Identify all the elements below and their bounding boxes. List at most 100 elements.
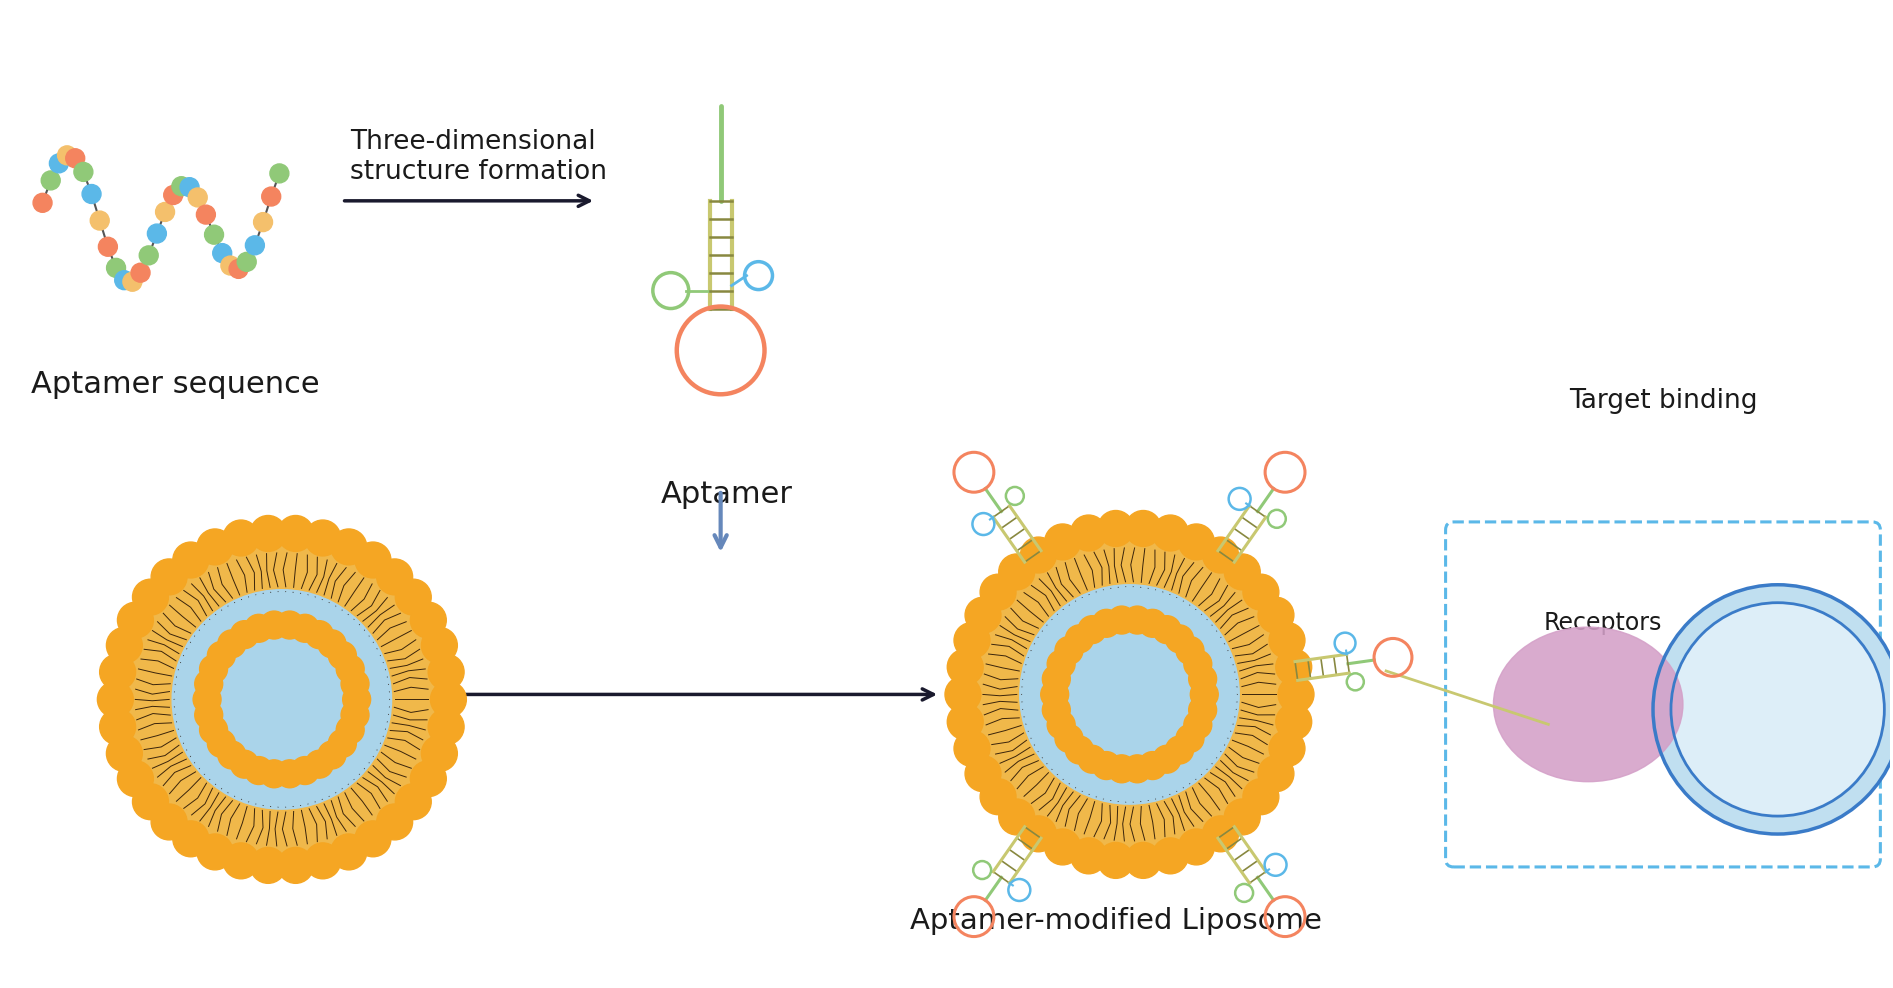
Circle shape: [954, 730, 990, 767]
Circle shape: [1054, 724, 1083, 752]
Circle shape: [276, 612, 303, 639]
Circle shape: [428, 654, 464, 690]
Circle shape: [187, 188, 206, 206]
Circle shape: [244, 615, 273, 642]
Circle shape: [172, 542, 208, 578]
Circle shape: [981, 779, 1017, 815]
Circle shape: [331, 834, 367, 869]
Circle shape: [172, 821, 208, 857]
Circle shape: [106, 259, 125, 278]
Circle shape: [960, 524, 1300, 864]
Circle shape: [1071, 838, 1107, 873]
Circle shape: [1153, 616, 1181, 643]
Circle shape: [396, 579, 432, 616]
Circle shape: [411, 761, 447, 796]
Circle shape: [318, 741, 346, 769]
Circle shape: [1179, 524, 1213, 560]
Circle shape: [337, 655, 363, 683]
Circle shape: [356, 821, 392, 857]
Circle shape: [1278, 677, 1314, 712]
Circle shape: [1107, 755, 1136, 782]
Circle shape: [1183, 650, 1212, 678]
Circle shape: [197, 206, 216, 224]
Circle shape: [1138, 610, 1166, 637]
Circle shape: [123, 273, 142, 291]
Circle shape: [1153, 745, 1181, 774]
Circle shape: [1225, 554, 1261, 590]
Circle shape: [1045, 829, 1081, 864]
Circle shape: [1020, 537, 1056, 573]
Circle shape: [318, 630, 346, 658]
Circle shape: [1041, 681, 1070, 708]
Circle shape: [231, 620, 259, 648]
Circle shape: [254, 212, 273, 231]
Circle shape: [221, 256, 240, 275]
Circle shape: [1124, 511, 1160, 546]
Circle shape: [1653, 585, 1893, 834]
Circle shape: [946, 703, 982, 740]
Circle shape: [1166, 736, 1193, 764]
Circle shape: [208, 729, 235, 758]
Circle shape: [1054, 636, 1083, 665]
Circle shape: [1045, 524, 1081, 560]
Circle shape: [32, 194, 51, 212]
Circle shape: [246, 236, 265, 255]
Circle shape: [176, 593, 388, 806]
Circle shape: [140, 246, 159, 265]
Circle shape: [1176, 724, 1204, 752]
Circle shape: [1153, 838, 1189, 873]
Circle shape: [112, 529, 452, 870]
Circle shape: [1022, 588, 1236, 801]
Circle shape: [1123, 755, 1151, 782]
Circle shape: [223, 843, 259, 878]
Circle shape: [250, 516, 286, 551]
Circle shape: [180, 178, 199, 197]
Circle shape: [1066, 624, 1094, 653]
Circle shape: [343, 686, 371, 713]
Circle shape: [49, 154, 68, 173]
Circle shape: [411, 603, 447, 638]
Circle shape: [212, 244, 231, 263]
Circle shape: [115, 271, 134, 289]
Circle shape: [1672, 603, 1884, 816]
Circle shape: [151, 559, 187, 595]
Circle shape: [1107, 606, 1136, 634]
Circle shape: [965, 756, 1001, 791]
Circle shape: [422, 627, 458, 663]
Circle shape: [1071, 515, 1107, 551]
Circle shape: [100, 708, 136, 745]
Circle shape: [259, 612, 288, 639]
Circle shape: [305, 620, 333, 648]
Circle shape: [117, 761, 153, 796]
Circle shape: [1098, 511, 1134, 546]
Circle shape: [1259, 597, 1295, 633]
Circle shape: [1079, 745, 1106, 774]
Circle shape: [1047, 650, 1075, 678]
Circle shape: [1153, 515, 1189, 551]
Circle shape: [1043, 665, 1070, 693]
Circle shape: [1259, 756, 1295, 791]
Circle shape: [195, 670, 223, 698]
Circle shape: [57, 146, 76, 165]
Text: structure formation: structure formation: [350, 159, 606, 185]
Circle shape: [106, 627, 142, 663]
Ellipse shape: [1494, 627, 1683, 782]
Circle shape: [396, 783, 432, 820]
Text: Three-dimensional: Three-dimensional: [350, 129, 594, 155]
Circle shape: [1176, 636, 1204, 665]
Circle shape: [1225, 799, 1261, 835]
Circle shape: [199, 716, 227, 744]
Circle shape: [91, 211, 110, 230]
Circle shape: [271, 164, 290, 183]
Circle shape: [1098, 843, 1134, 878]
Circle shape: [106, 735, 142, 772]
Circle shape: [244, 757, 273, 784]
Circle shape: [1000, 799, 1035, 835]
Circle shape: [237, 252, 256, 272]
Circle shape: [1268, 730, 1304, 767]
Circle shape: [341, 701, 369, 729]
Circle shape: [946, 649, 982, 685]
Circle shape: [163, 186, 184, 205]
Circle shape: [125, 542, 439, 856]
Text: Aptamer: Aptamer: [661, 480, 793, 509]
